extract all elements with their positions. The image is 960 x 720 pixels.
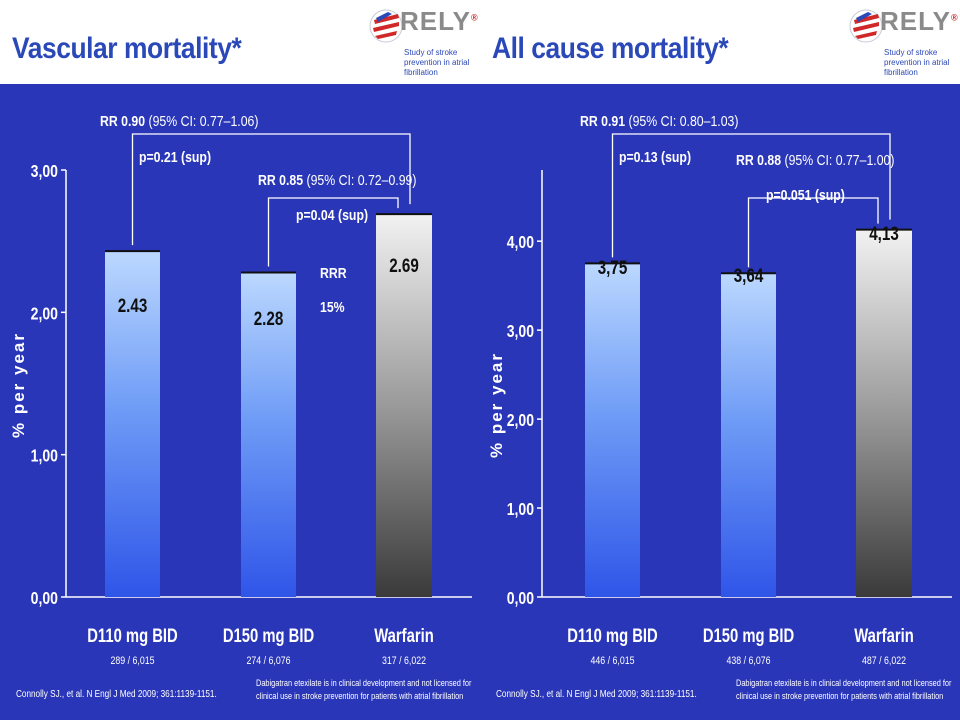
bar-d110-mg-bid	[105, 251, 160, 597]
disclaimer-text: Dabigatran etexilate is in clinical deve…	[256, 678, 472, 688]
logo-wordmark: RELY®	[400, 6, 479, 36]
disclaimer-text: clinical use in stroke prevention for pa…	[256, 691, 464, 701]
category-label: D150 mg BID	[703, 625, 794, 646]
comparison-rr-text: RR 0.90 (95% CI: 0.77–1.06)	[100, 113, 258, 129]
comparison-bracket	[131, 133, 411, 246]
comparison-bracket	[267, 197, 399, 267]
category-label: D110 mg BID	[567, 625, 657, 646]
disclaimer-text: Dabigatran etexilate is in clinical deve…	[736, 678, 952, 688]
bar-value-label: 2.43	[118, 294, 148, 316]
citation-text: Connolly SJ., et al. N Engl J Med 2009; …	[496, 688, 697, 699]
y-axis-label: % per year	[487, 352, 506, 458]
rely-logo: RELY® Study of stroke prevention in atri…	[364, 2, 479, 82]
citation-text: Connolly SJ., et al. N Engl J Med 2009; …	[16, 688, 217, 699]
logo-wordmark: RELY®	[880, 6, 959, 36]
vascular-mortality-chart: 0,00 1,00 2,00 3,00 % per year 2.43 D110 mg BI…	[9, 113, 472, 701]
bar-value-label: 3,64	[734, 264, 764, 286]
category-count: 317 / 6,022	[382, 655, 426, 667]
logo-subtitle: Study of stroke prevention in atrial fib…	[404, 48, 470, 77]
y-tick-label: 0,00	[31, 588, 58, 608]
y-tick-label: 3,00	[31, 161, 58, 181]
comparison-p-text: p=0.21 (sup)	[139, 149, 211, 165]
y-axis-label: % per year	[9, 332, 28, 438]
category-count: 446 / 6,015	[590, 655, 634, 667]
category-label: D110 mg BID	[87, 625, 177, 646]
y-tick-label: 2,00	[31, 304, 58, 324]
vascular-mortality-panel: Vascular mortality* RELY® Study of strok…	[0, 2, 480, 720]
category-count: 274 / 6,076	[246, 655, 290, 667]
all-cause-mortality-panel: All cause mortality* RELY® Study of stro…	[480, 0, 960, 720]
all-cause-mortality-chart: 0,00 1,00 2,00 3,00 4,00 % per year 3,75 D110 m…	[487, 113, 952, 701]
rely-logo: RELY® Study of stroke prevention in atri…	[844, 2, 959, 82]
category-label: D150 mg BID	[223, 625, 314, 646]
y-tick-label: 4,00	[507, 233, 534, 253]
y-tick-label: 1,00	[507, 499, 534, 519]
bar-value-label: 3,75	[598, 256, 628, 278]
comparison-bracket	[747, 197, 879, 268]
chart-title: All cause mortality*	[492, 32, 729, 65]
comparison-p-text: p=0.04 (sup)	[296, 207, 368, 223]
bar-value-label: 4,13	[869, 222, 899, 244]
comparison-rr-text: RR 0.91 (95% CI: 0.80–1.03)	[580, 113, 738, 129]
y-tick-label: 0,00	[507, 588, 534, 608]
comparison-bracket	[611, 133, 891, 258]
category-count: 487 / 6,022	[862, 655, 906, 667]
bar-value-label: 2.69	[389, 254, 419, 276]
logo-subtitle: Study of stroke prevention in atrial fib…	[884, 48, 950, 77]
y-tick-label: 3,00	[507, 322, 534, 342]
y-tick-label: 1,00	[31, 446, 58, 466]
bar-warfarin	[856, 229, 912, 597]
category-count: 438 / 6,076	[726, 655, 770, 667]
disclaimer-text: clinical use in stroke prevention for pa…	[736, 691, 944, 701]
chart-title: Vascular mortality*	[12, 32, 242, 65]
comparison-p-text: p=0.13 (sup)	[619, 149, 691, 165]
bar-d150-mg-bid	[241, 272, 296, 597]
rrr-annotation: RRR	[320, 265, 347, 281]
category-label: Warfarin	[374, 625, 433, 646]
y-tick-label: 2,00	[507, 410, 534, 430]
bar-value-label: 2.28	[254, 307, 284, 329]
rely-logo-icon	[369, 9, 403, 43]
bar-d110-mg-bid	[585, 263, 640, 597]
bar-warfarin	[376, 214, 432, 597]
category-count: 289 / 6,015	[110, 655, 154, 667]
rrr-annotation: 15%	[320, 299, 345, 315]
bar-d150-mg-bid	[721, 273, 776, 597]
comparison-p-text: p=0.051 (sup)	[766, 187, 845, 203]
rely-logo-icon	[849, 9, 883, 43]
comparison-rr-text: RR 0.88 (95% CI: 0.77–1.00)	[736, 152, 894, 168]
comparison-rr-text: RR 0.85 (95% CI: 0.72–0.99)	[258, 172, 416, 188]
category-label: Warfarin	[854, 625, 913, 646]
